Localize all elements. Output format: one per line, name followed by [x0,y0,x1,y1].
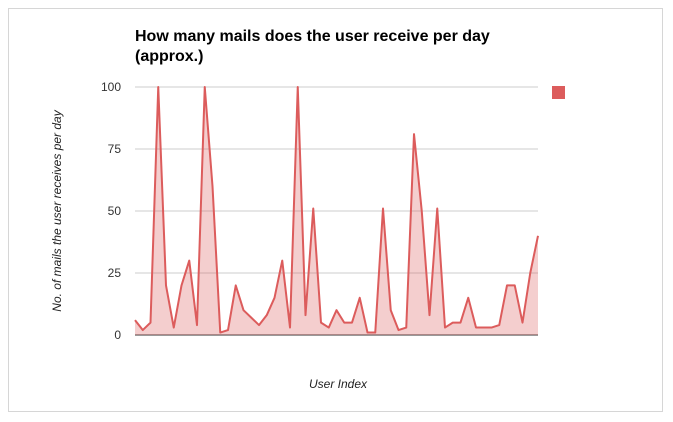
data-point [296,85,300,89]
data-point [242,308,246,312]
data-point [490,326,494,330]
data-point [164,283,168,287]
data-point [319,321,323,325]
data-point [226,328,230,332]
data-point [288,326,292,330]
data-point [203,85,207,89]
data-point [311,207,315,211]
y-tick-label: 25 [108,266,122,280]
data-point [218,331,222,335]
series-line [134,86,539,334]
data-point [412,132,416,136]
y-tick-label: 50 [108,204,122,218]
data-point [335,308,339,312]
data-point [211,184,215,188]
legend-swatch [552,86,565,99]
data-point [350,321,354,325]
y-tick-label: 75 [108,142,122,156]
chart-title: How many mails does the user receive per… [135,28,490,65]
data-point [443,326,447,330]
y-tick-label: 100 [101,80,121,94]
y-axis-label: No. of mails the user receives per day [50,109,64,311]
data-point [389,308,393,312]
data-point [466,296,470,300]
data-point [304,313,308,317]
data-point [172,326,176,330]
data-point [342,321,346,325]
data-point [497,323,501,327]
data-point [187,259,191,263]
data-point [195,323,199,327]
data-point [505,283,509,287]
data-point [366,331,370,335]
data-point [133,318,137,322]
data-point [265,313,269,317]
chart-frame [8,8,663,412]
data-point [528,271,532,275]
data-point [482,326,486,330]
data-point [428,313,432,317]
series-area [135,87,538,335]
data-point [234,283,238,287]
data-point [373,331,377,335]
data-point [149,321,153,325]
data-point [358,296,362,300]
data-point [536,234,540,238]
data-point [273,296,277,300]
data-point [420,209,424,213]
data-point [280,259,284,263]
data-point [180,283,184,287]
x-axis-label: User Index [309,377,368,391]
y-tick-label: 0 [114,328,121,342]
data-point [474,326,478,330]
data-point [459,321,463,325]
data-point [381,207,385,211]
data-point [257,323,261,327]
data-point [451,321,455,325]
data-point [141,328,145,332]
data-point [521,321,525,325]
data-point [156,85,160,89]
data-point [327,326,331,330]
data-point [397,328,401,332]
data-point [513,283,517,287]
data-point [249,316,253,320]
data-point [404,326,408,330]
data-point [435,207,439,211]
